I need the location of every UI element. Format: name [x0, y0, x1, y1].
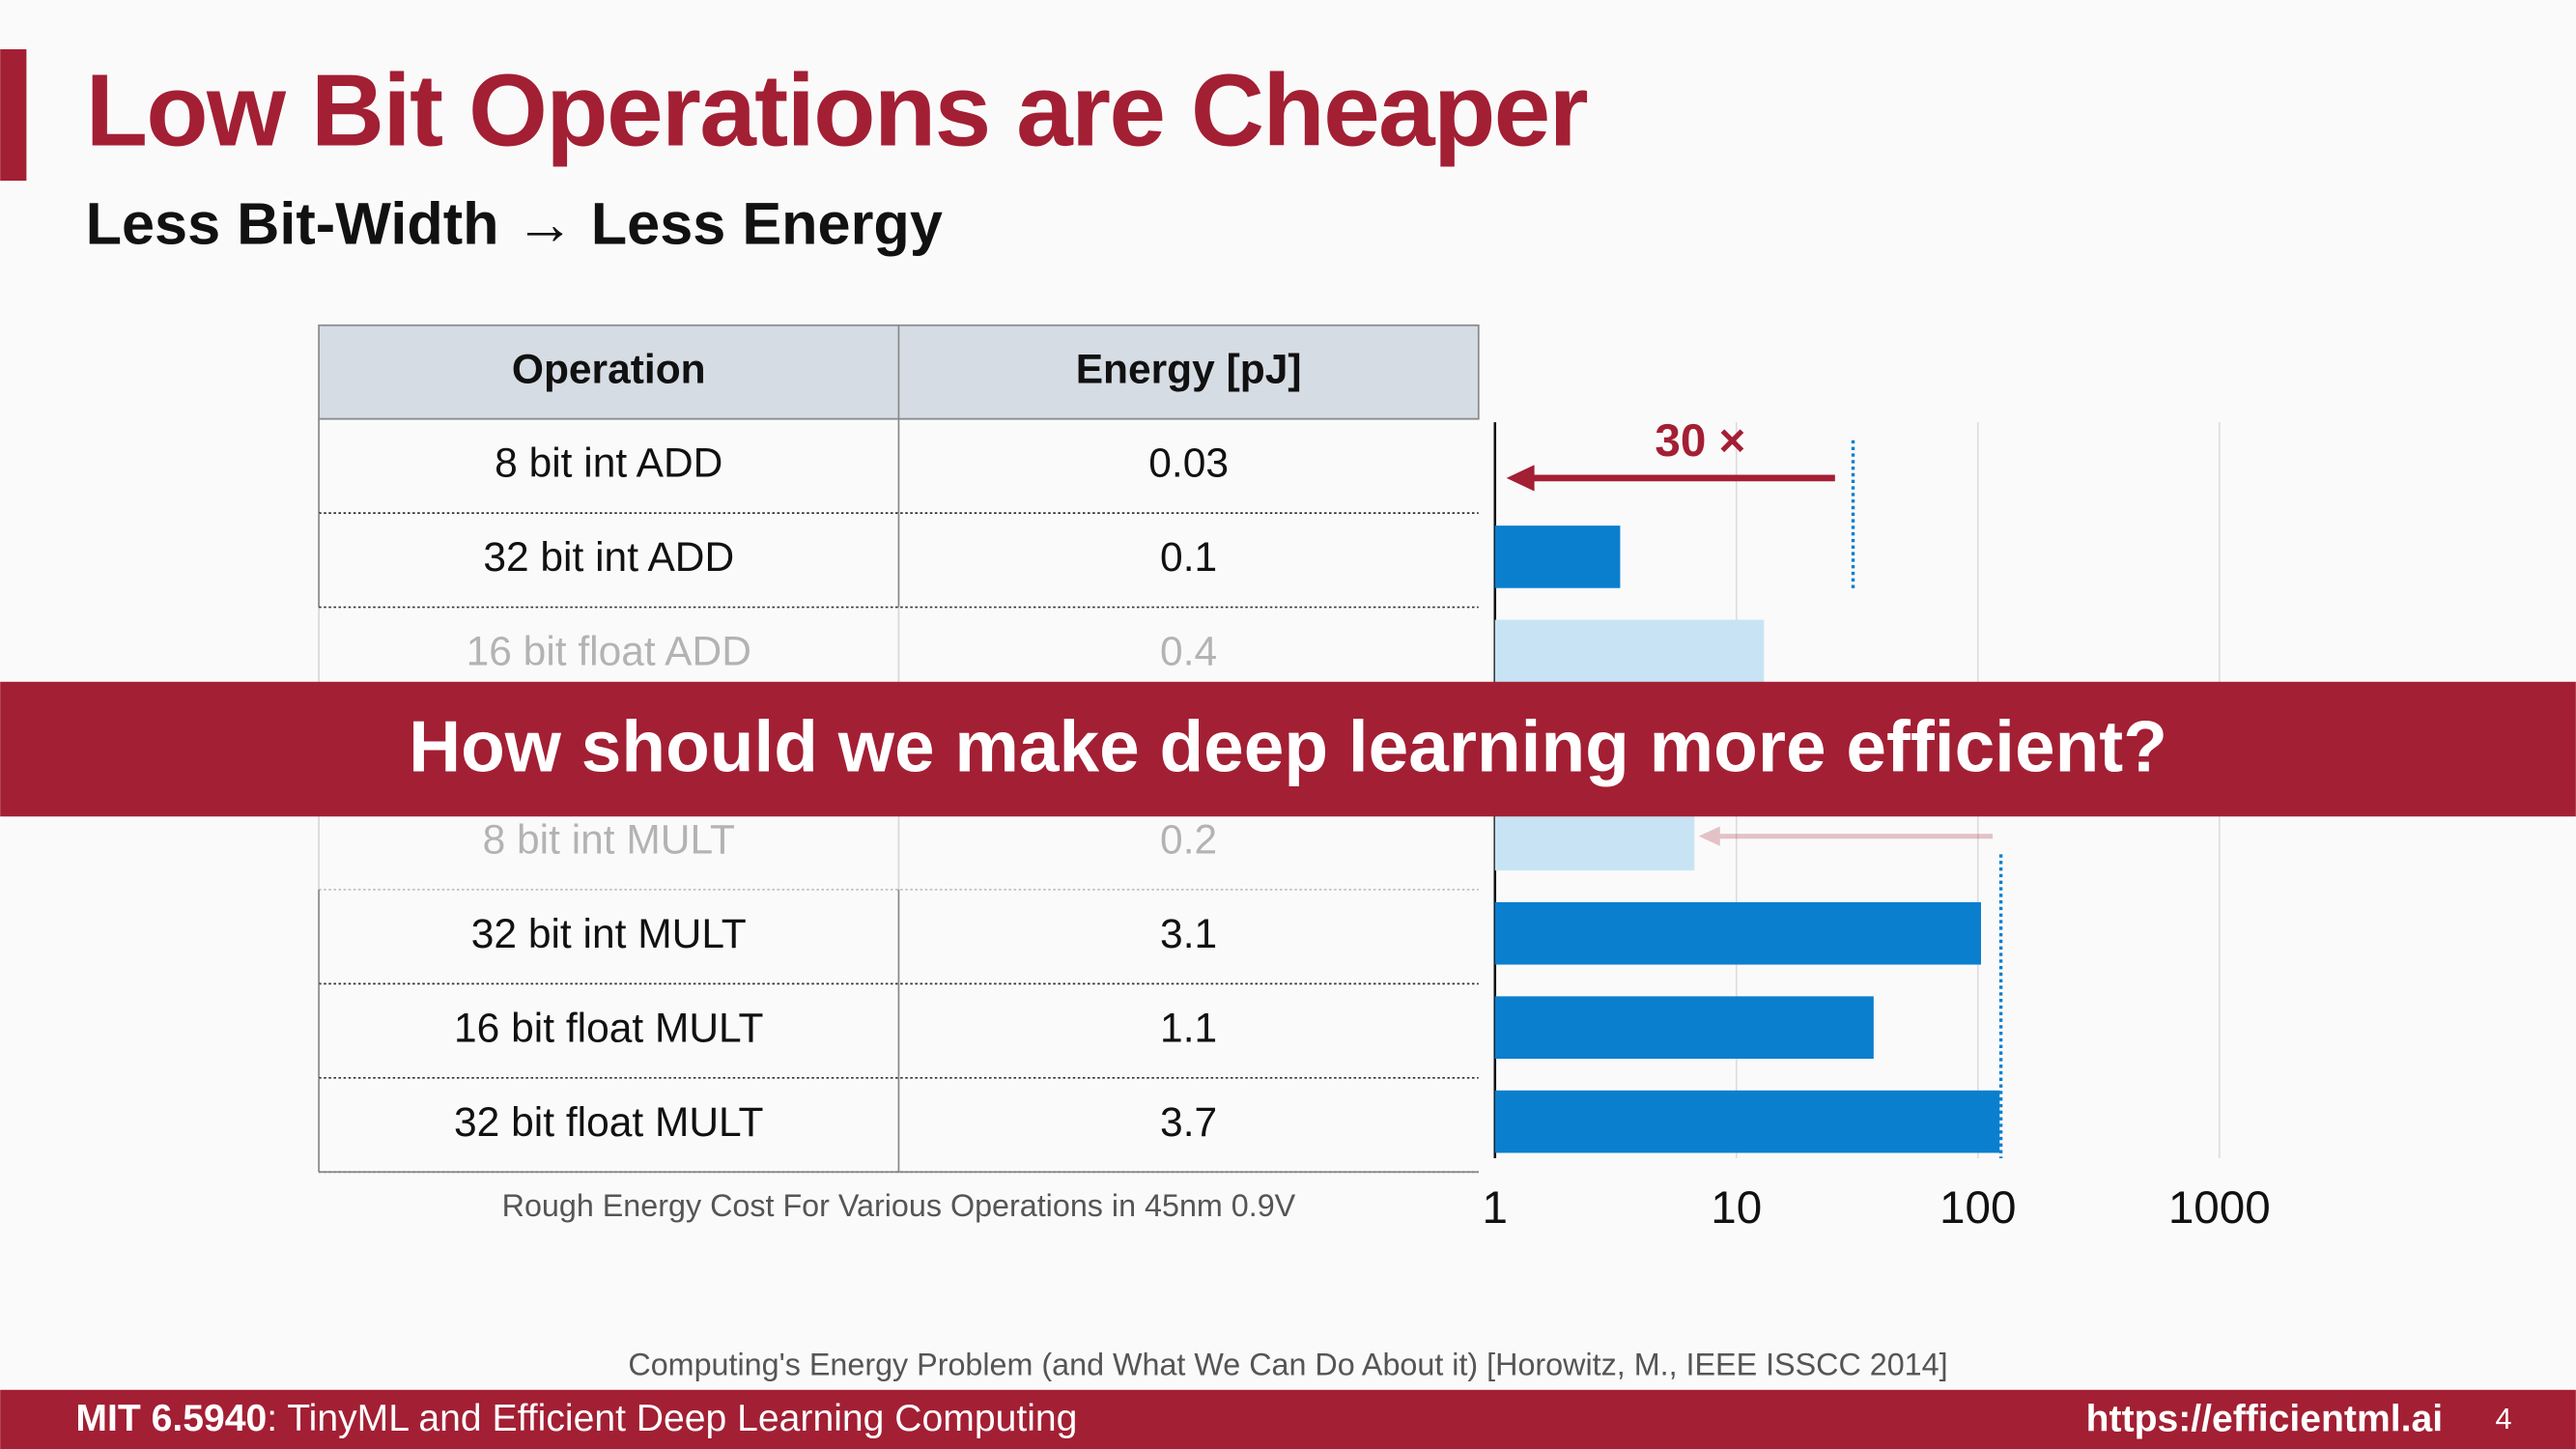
banner-text: How should we make deep learning more ef…	[409, 706, 2167, 787]
table-cell: 32 bit float MULT	[454, 1100, 763, 1146]
table: Operation Energy [pJ] 8 bit int ADD 0.03 32 …	[318, 324, 1480, 1223]
title-accent	[0, 49, 27, 182]
table-row: 32 bit int ADD 0.1	[318, 513, 1479, 609]
bar	[1494, 808, 1695, 871]
arrow-head	[1698, 826, 1720, 846]
x-tick-label: 1000	[2168, 1182, 2271, 1234]
bar	[1494, 619, 1765, 683]
reference: Computing's Energy Problem (and What We …	[628, 1347, 1947, 1381]
footer-course: MIT 6.5940: TinyML and Efficient Deep Le…	[75, 1398, 1077, 1439]
table-cell: 32 bit int MULT	[471, 912, 747, 957]
table-cell: 3.1	[1160, 912, 1217, 957]
table-cell: 0.1	[1160, 535, 1217, 581]
table-row: 8 bit int ADD 0.03	[318, 418, 1479, 514]
faded-arrow	[1698, 826, 1994, 846]
table-cell: 1.1	[1160, 1006, 1217, 1051]
table-row: 32 bit int MULT 3.1	[318, 889, 1479, 985]
x-tick-label: 1	[1483, 1182, 1508, 1234]
table-cell: 32 bit int ADD	[483, 535, 734, 581]
table-cell: 0.4	[1160, 630, 1217, 675]
x-tick-label: 10	[1711, 1182, 1762, 1234]
table-cell: 0.2	[1160, 817, 1217, 863]
banner: How should we make deep learning more ef…	[0, 681, 2576, 817]
table-cell: 0.03	[1148, 441, 1229, 487]
table-caption: Rough Energy Cost For Various Operations…	[502, 1188, 1296, 1223]
ratio-annotation: 30 ×	[1655, 415, 1745, 467]
bar	[1494, 901, 1981, 965]
arrow-head	[1506, 465, 1535, 492]
table-cell: 16 bit float ADD	[467, 630, 751, 675]
table-cell: 8 bit int MULT	[483, 817, 735, 863]
subtitle: Less Bit-Width → Less Energy	[86, 191, 943, 257]
column-header: Energy [pJ]	[1076, 347, 1302, 392]
bar	[1494, 996, 1874, 1060]
footer-bar	[0, 1389, 2576, 1449]
bar	[1494, 526, 1621, 588]
course-name: : TinyML and Efficient Deep Learning Com…	[267, 1398, 1077, 1439]
page-number: 4	[2495, 1403, 2511, 1435]
table-cell: 16 bit float MULT	[454, 1006, 763, 1051]
x-tick-label: 100	[1939, 1182, 2016, 1234]
table-cell: 8 bit int ADD	[495, 441, 722, 487]
chart: 1 10 100 1000 30 ×	[1483, 415, 2271, 1234]
bar	[1494, 1090, 2000, 1153]
course-code: MIT 6.5940	[75, 1398, 267, 1439]
table-row: 8 bit int MULT 0.2	[318, 795, 1479, 891]
table-cell: 3.7	[1160, 1100, 1217, 1146]
banner-bar	[0, 681, 2576, 817]
table-row: 16 bit float ADD 0.4	[318, 607, 1479, 702]
footer-url: https://efficientml.ai	[2086, 1398, 2443, 1439]
column-header: Operation	[512, 347, 706, 392]
table-row: 16 bit float MULT 1.1	[318, 983, 1479, 1079]
title: Low Bit Operations are Cheaper	[86, 54, 1588, 167]
